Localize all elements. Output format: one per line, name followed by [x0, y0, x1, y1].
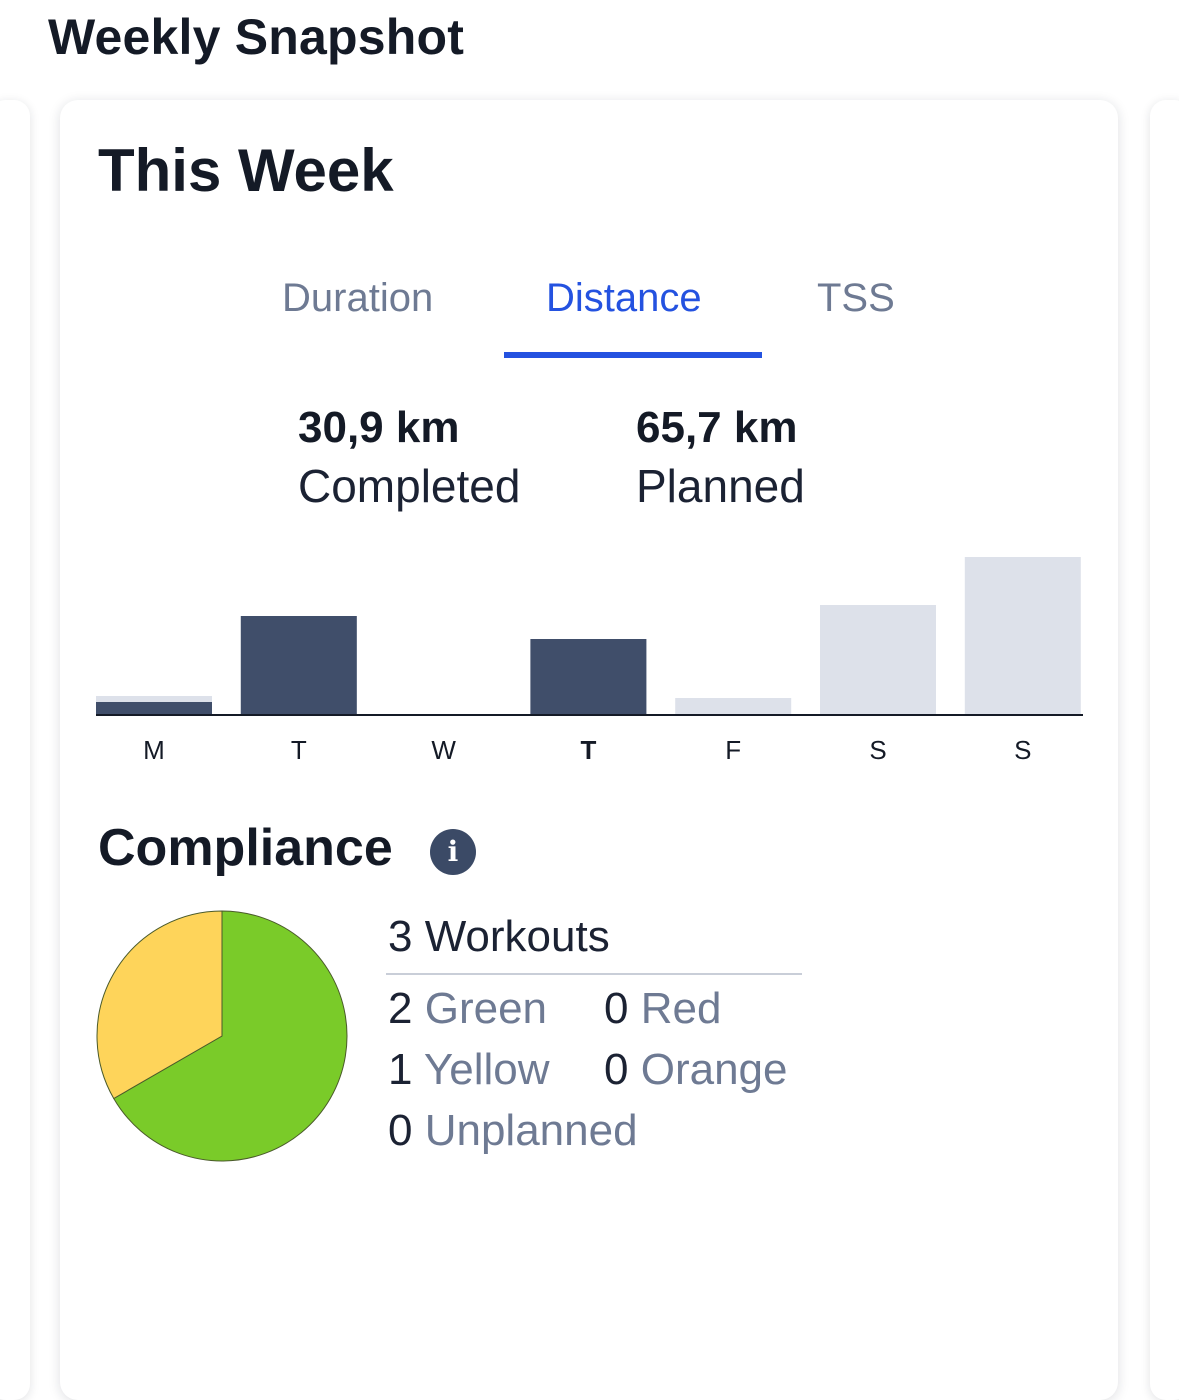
completed-bar-3 [530, 639, 647, 714]
compliance-pie-chart [96, 910, 348, 1162]
orange-count: 0 Orange [604, 1045, 787, 1095]
completed-value: 30,9 km [298, 403, 460, 452]
completed-bar-0 [96, 702, 212, 714]
planned-stat: 65,7 km Planned [636, 400, 805, 516]
pie-slice-0 [113, 910, 348, 1162]
red-count-label: Red [640, 984, 722, 1033]
day-label-2: W [431, 735, 456, 765]
next-card-edge[interactable] [1150, 100, 1179, 1400]
card-title: This Week [98, 137, 394, 204]
red-count: 0 Red [604, 984, 721, 1034]
planned-bar-4 [675, 698, 792, 714]
page-title: Weekly Snapshot [48, 9, 465, 65]
green-count: 2 Green [388, 984, 547, 1034]
unplanned-count-number: 0 [388, 1106, 413, 1155]
day-label-6: S [1014, 735, 1031, 765]
completed-bar-1 [240, 616, 357, 714]
day-label-4: F [725, 735, 741, 765]
orange-count-number: 0 [604, 1045, 629, 1094]
orange-count-label: Orange [640, 1045, 788, 1094]
yellow-count-label: Yellow [423, 1045, 550, 1094]
red-count-number: 0 [604, 984, 629, 1033]
info-icon[interactable]: i [430, 829, 476, 875]
yellow-count-number: 1 [388, 1045, 413, 1094]
pie-slice-1 [96, 910, 223, 1100]
day-label-0: M [143, 735, 165, 765]
unplanned-count: 0 Unplanned [388, 1106, 638, 1156]
day-label-3: T [580, 735, 596, 765]
planned-bar-5 [820, 605, 936, 714]
planned-value: 65,7 km [636, 403, 798, 452]
tab-duration[interactable]: Duration [282, 276, 434, 320]
green-count-number: 2 [388, 984, 413, 1033]
previous-card-edge[interactable] [0, 100, 30, 1400]
tab-tss[interactable]: TSS [817, 276, 895, 320]
planned-label: Planned [636, 460, 805, 512]
divider [386, 973, 802, 975]
tab-distance[interactable]: Distance [546, 276, 702, 320]
completed-stat: 30,9 km Completed [298, 400, 520, 516]
day-label-5: S [869, 735, 886, 765]
planned-bar-6 [964, 557, 1081, 714]
day-label-1: T [291, 735, 307, 765]
green-count-label: Green [424, 984, 548, 1033]
compliance-title: Compliance [98, 819, 393, 877]
completed-label: Completed [298, 460, 521, 512]
this-week-card: This Week Duration Distance TSS 30,9 km … [60, 100, 1118, 1400]
workouts-total: 3 Workouts [388, 912, 610, 961]
yellow-count: 1 Yellow [388, 1045, 550, 1095]
unplanned-count-label: Unplanned [424, 1106, 638, 1155]
active-tab-indicator [504, 352, 762, 358]
